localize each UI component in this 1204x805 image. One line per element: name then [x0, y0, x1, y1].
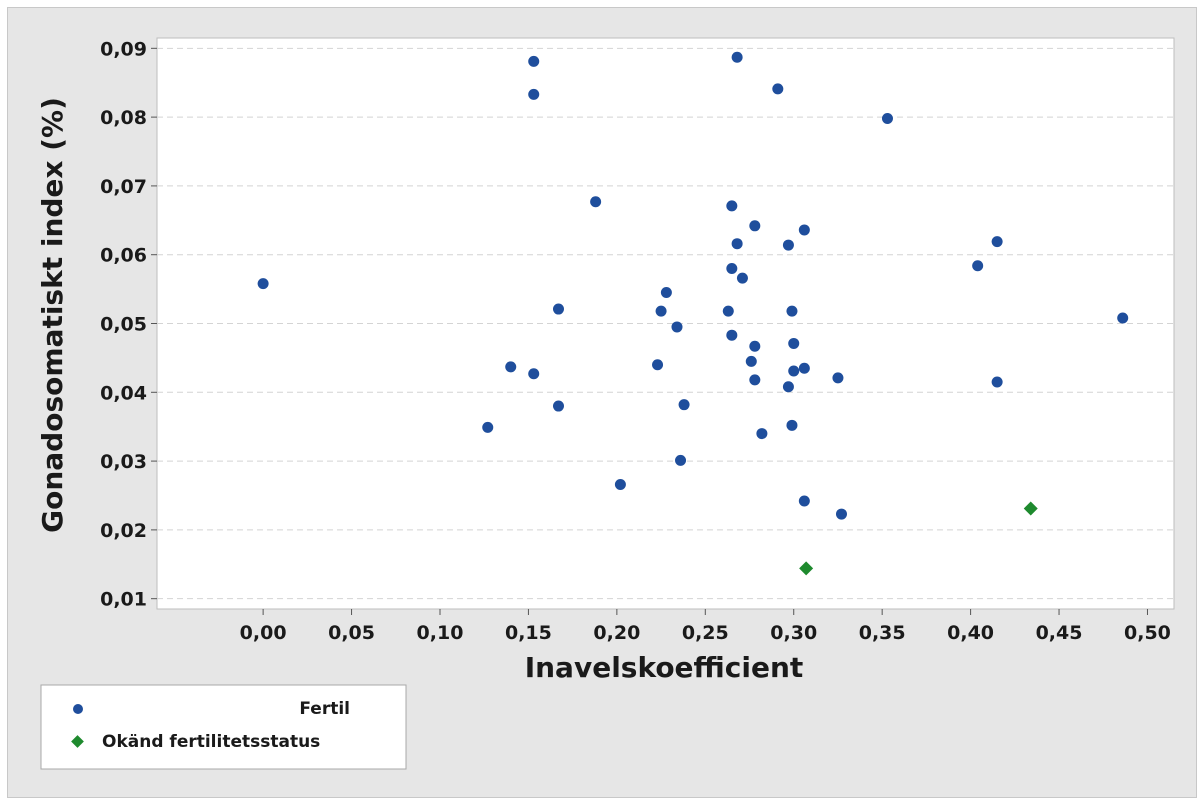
- data-point-fertil: [731, 51, 743, 63]
- data-point-fertil: [786, 305, 798, 317]
- data-point-fertil: [731, 238, 743, 250]
- x-tick-label: 0,15: [505, 622, 552, 644]
- y-tick-label: 0,07: [100, 176, 147, 198]
- data-point-fertil: [722, 305, 734, 317]
- data-point-fertil: [782, 239, 794, 251]
- data-point-fertil: [736, 272, 748, 284]
- data-point-fertil: [786, 419, 798, 431]
- data-point-fertil: [660, 287, 672, 299]
- data-point-fertil: [835, 508, 847, 520]
- data-point-fertil: [782, 381, 794, 393]
- data-point-fertil: [528, 55, 540, 67]
- data-point-fertil: [756, 428, 768, 440]
- data-point-fertil: [745, 355, 757, 367]
- plot-area: [156, 37, 1175, 610]
- data-point-fertil: [505, 361, 517, 373]
- legend-label-fertil: Fertil: [299, 699, 350, 719]
- x-tick-label: 0,00: [240, 622, 287, 644]
- data-point-fertil: [772, 83, 784, 95]
- y-tick-label: 0,09: [100, 38, 147, 60]
- data-point-fertil: [671, 321, 683, 333]
- data-point-fertil: [614, 478, 626, 490]
- legend-marker-fertil: [73, 704, 83, 714]
- data-point-fertil: [749, 340, 761, 352]
- x-tick-label: 0,20: [593, 622, 640, 644]
- data-point-fertil: [972, 260, 984, 272]
- data-point-fertil: [798, 362, 810, 374]
- data-point-fertil: [528, 368, 540, 380]
- x-tick-label: 0,25: [682, 622, 729, 644]
- x-axis-title: Inavelskoefficient: [525, 651, 804, 684]
- data-point-fertil: [726, 200, 738, 212]
- legend-box: [40, 684, 407, 770]
- y-tick-label: 0,04: [100, 382, 147, 404]
- x-tick-label: 0,30: [770, 622, 817, 644]
- data-point-fertil: [788, 365, 800, 377]
- y-tick-label: 0,02: [100, 520, 147, 542]
- data-point-fertil: [798, 495, 810, 507]
- data-point-fertil: [991, 236, 1003, 248]
- scatter-chart: 0,01 0,02 0,03 0,04 0,05 0,06 0,07 0,08 0,09 0,0…: [36, 37, 1175, 770]
- data-point-fertil: [749, 374, 761, 386]
- data-point-fertil: [552, 400, 564, 412]
- y-tick-label: 0,06: [100, 245, 147, 267]
- data-point-fertil: [675, 454, 687, 466]
- data-point-fertil: [881, 112, 893, 124]
- data-point-fertil: [726, 262, 738, 274]
- x-tick-label: 0,40: [947, 622, 994, 644]
- x-tick-label: 0,10: [417, 622, 464, 644]
- y-tick-label: 0,01: [100, 589, 147, 611]
- data-point-fertil: [590, 196, 602, 208]
- data-point-fertil: [482, 421, 494, 433]
- data-point-fertil: [991, 376, 1003, 388]
- data-point-fertil: [749, 220, 761, 232]
- legend: Fertil Okänd fertilitetsstatus: [40, 684, 407, 770]
- x-tick-label: 0,45: [1036, 622, 1083, 644]
- chart-frame: 0,01 0,02 0,03 0,04 0,05 0,06 0,07 0,08 0,09 0,0…: [7, 7, 1197, 798]
- data-point-fertil: [788, 337, 800, 349]
- data-points: [257, 51, 1129, 576]
- y-axis-ticks: 0,01 0,02 0,03 0,04 0,05 0,06 0,07 0,08 0,09: [100, 38, 157, 611]
- x-tick-label: 0,50: [1124, 622, 1171, 644]
- x-tick-label: 0,35: [859, 622, 906, 644]
- data-point-fertil: [1117, 312, 1129, 324]
- x-axis-ticks: 0,00 0,05 0,10 0,15 0,20 0,25 0,30 0,35 0,40 0,45…: [240, 609, 1171, 644]
- data-point-fertil: [678, 399, 690, 411]
- data-point-fertil: [257, 278, 269, 290]
- y-tick-label: 0,08: [100, 107, 147, 129]
- data-point-fertil: [832, 372, 844, 384]
- data-point-fertil: [726, 329, 738, 341]
- data-point-fertil: [798, 224, 810, 236]
- y-tick-label: 0,05: [100, 314, 147, 336]
- data-point-fertil: [652, 359, 664, 371]
- data-point-fertil: [655, 305, 667, 317]
- y-axis-title: Gonadosomatiskt index (%): [36, 97, 69, 533]
- data-point-fertil: [528, 88, 540, 100]
- data-point-okand: [799, 561, 814, 576]
- y-tick-label: 0,03: [100, 451, 147, 473]
- legend-label-okand: Okänd fertilitetsstatus: [102, 732, 320, 752]
- x-tick-label: 0,05: [328, 622, 375, 644]
- data-point-fertil: [552, 303, 564, 315]
